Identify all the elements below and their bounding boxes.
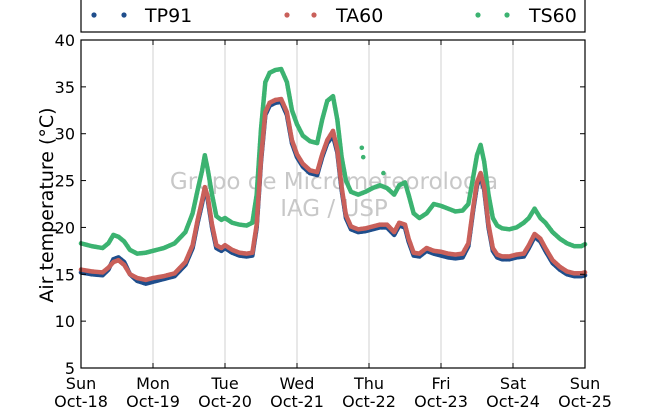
y-tick-label: 30 (55, 125, 75, 144)
y-tick-label: 35 (55, 78, 75, 97)
x-tick-date-label: Oct-25 (558, 392, 612, 409)
legend-label-tp91: TP91 (144, 5, 192, 27)
x-tick-date-label: Oct-20 (198, 392, 252, 409)
x-axis: SunOct-18MonOct-19TueOct-20WedOct-21ThuO… (54, 40, 612, 409)
legend-marker (121, 12, 127, 18)
legend: TP91 TA60 TS60 (80, 0, 586, 33)
legend-marker (475, 12, 481, 18)
legend-marker (311, 12, 317, 18)
y-tick-label: 25 (55, 172, 75, 191)
x-tick-date-label: Oct-24 (486, 392, 540, 409)
legend-label-ta60: TA60 (335, 5, 383, 27)
point-ts60 (360, 154, 366, 160)
x-tick-date-label: Oct-18 (54, 392, 108, 409)
x-tick-day-label: Tue (210, 374, 238, 393)
x-tick-date-label: Oct-22 (342, 392, 396, 409)
data-points (78, 66, 588, 286)
watermark-line-1: Grupo de Micrometeorologia (170, 169, 498, 195)
x-tick-day-label: Thu (353, 374, 384, 393)
x-tick-day-label: Wed (280, 374, 315, 393)
legend-marker (91, 12, 97, 18)
plot-frame (80, 39, 586, 369)
y-tick-label: 5 (65, 359, 75, 378)
x-tick-date-label: Oct-19 (126, 392, 180, 409)
x-tick-day-label: Fri (431, 374, 450, 393)
y-axis: 5 10 15 20 25 30 35 40 (55, 31, 585, 378)
x-tick-day-label: Sat (500, 374, 526, 393)
y-tick-label: 40 (55, 31, 75, 50)
y-tick-label: 10 (55, 312, 75, 331)
x-tick-date-label: Oct-21 (270, 392, 324, 409)
x-tick-day-label: Sun (570, 374, 600, 393)
x-tick-date-label: Oct-23 (414, 392, 468, 409)
point-ts60 (359, 145, 365, 151)
watermark-line-2: IAG / USP (280, 196, 388, 222)
legend-marker (284, 12, 290, 18)
y-tick-label: 15 (55, 265, 75, 284)
point-ts60 (381, 170, 386, 176)
x-tick-day-label: Mon (136, 374, 170, 393)
y-tick-label: 20 (55, 218, 75, 237)
x-tick-day-label: Sun (66, 374, 96, 393)
legend-label-ts60: TS60 (528, 5, 577, 27)
series-ts60 (78, 66, 588, 256)
legend-box (80, 0, 586, 33)
y-axis-label: Air temperature (°C) (36, 107, 58, 302)
watermark: Grupo de Micrometeorologia IAG / USP (170, 169, 498, 222)
series-ta60 (78, 96, 588, 283)
legend-marker (504, 12, 510, 18)
